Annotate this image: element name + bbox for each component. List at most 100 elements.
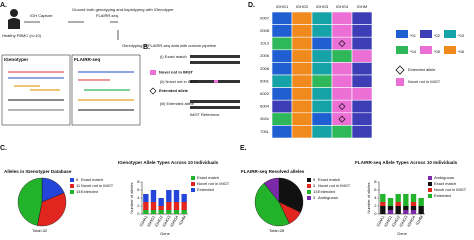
row-label: 705L	[260, 129, 270, 134]
x-axis-label: Gene	[397, 231, 408, 236]
pie-title: Alleles in IGenotyper Database	[4, 169, 72, 174]
palette-swatch	[444, 46, 456, 54]
b-tracks	[149, 55, 240, 109]
allele-cell	[311, 36, 333, 51]
x-tick-label: IGHA1	[375, 214, 386, 228]
section-title: IGenotyper	[4, 57, 28, 62]
palette-label: *02	[434, 33, 441, 38]
bar-segment	[410, 210, 417, 214]
legend-label: Extended	[318, 189, 335, 194]
legend-swatch	[307, 178, 311, 182]
legend-value: 13	[313, 189, 318, 194]
bar-segment	[410, 202, 417, 206]
palette-label: *05	[434, 49, 441, 54]
x-tick-label: IGHG1	[383, 214, 394, 228]
panel-label: D.	[248, 2, 255, 9]
allele-cell	[291, 74, 313, 88]
read-lines	[8, 71, 134, 111]
allele-cell	[271, 99, 293, 114]
bar-segment	[403, 206, 409, 210]
legend-label: Exact match	[81, 177, 103, 182]
column-header: IGHM	[357, 4, 367, 9]
legend-swatch	[70, 190, 74, 194]
bar-segment	[166, 210, 172, 214]
legend-swatch	[428, 194, 432, 198]
palette-swatch	[420, 46, 432, 54]
step-label: Healthy PBMC (n=10)	[2, 33, 42, 38]
x-tick-label: IGHM	[414, 215, 424, 227]
d-legend: Novel not in IMGT	[408, 79, 441, 84]
bar-segment	[403, 194, 409, 206]
igenotyper-box	[1, 54, 71, 126]
legend-label: Extended	[434, 193, 451, 198]
allele-cell	[351, 36, 373, 51]
bar-segment	[166, 190, 172, 202]
row-label: 2008	[260, 66, 270, 71]
allele-cell	[331, 11, 353, 25]
allele-cell	[331, 24, 353, 38]
palette-swatch	[396, 46, 408, 54]
allele-cell	[331, 36, 353, 51]
pie-total: Total=32	[32, 228, 48, 233]
pie-slice	[278, 177, 304, 213]
b-row-label: (ii) Novel not in IMGT	[160, 79, 198, 84]
allele-cell	[311, 99, 333, 114]
flairr-box	[71, 54, 141, 126]
allele-cell	[311, 24, 333, 38]
y-tick-label: 4	[137, 195, 140, 200]
y-tick-label: 2	[137, 203, 140, 208]
x-tick-label: IGHG3	[398, 214, 409, 228]
palette-swatch	[396, 30, 408, 38]
x-tick-label: IGHG1	[146, 214, 157, 228]
bar-segment	[410, 194, 417, 202]
bar-segment	[380, 202, 386, 206]
allele-cell	[311, 74, 333, 88]
legend-swatch	[191, 182, 195, 186]
bar-segment	[395, 194, 401, 202]
allele-cell	[271, 87, 293, 101]
allele-cell	[291, 11, 313, 25]
palette-label: *03	[458, 33, 465, 38]
legend-swatch	[428, 176, 432, 180]
bar-segment	[150, 190, 157, 202]
palette-swatch	[420, 30, 432, 38]
legend-value: 15	[76, 189, 81, 194]
legend-label: Ambiguous	[318, 195, 338, 200]
bar-segment	[173, 202, 180, 210]
allele-cell	[291, 87, 313, 101]
legend-label: Extended	[81, 189, 98, 194]
bar-segment	[181, 194, 187, 202]
allele-cell	[351, 112, 373, 126]
x-tick-label: IGHG2	[390, 214, 401, 228]
legend-label: Exact match	[434, 181, 456, 186]
allele-cell	[271, 49, 293, 63]
legend-value: 6	[76, 177, 79, 182]
legend-value: 3	[313, 195, 316, 200]
section-title: FLAIRR-seq	[74, 57, 100, 62]
allele-cell	[311, 62, 333, 76]
legend-swatch	[307, 190, 311, 194]
extended-marker	[338, 40, 346, 47]
allele-cell	[331, 99, 353, 114]
bar-segment	[143, 194, 149, 202]
x-tick-label: IGHG3	[161, 214, 172, 228]
row-label: 6004	[260, 104, 270, 109]
legend-swatch	[191, 188, 195, 192]
row-label: 0008	[260, 28, 270, 33]
allele-cell	[291, 99, 313, 114]
column-header: IGHG3	[316, 4, 329, 9]
row-label: 6002	[260, 91, 270, 96]
allele-cell	[331, 62, 353, 76]
pie-slice	[17, 177, 43, 226]
x-axis-label: Gene	[160, 231, 171, 236]
bar-segment	[387, 198, 394, 206]
legend-label: Exact match	[197, 175, 219, 180]
allele-cell	[271, 74, 293, 88]
allele-cell	[271, 112, 293, 126]
allele-cell	[331, 49, 353, 63]
legend-swatch	[428, 182, 432, 186]
panel-label: A.	[0, 2, 7, 9]
legend-value: 11	[76, 183, 81, 188]
allele-cell	[351, 125, 373, 139]
